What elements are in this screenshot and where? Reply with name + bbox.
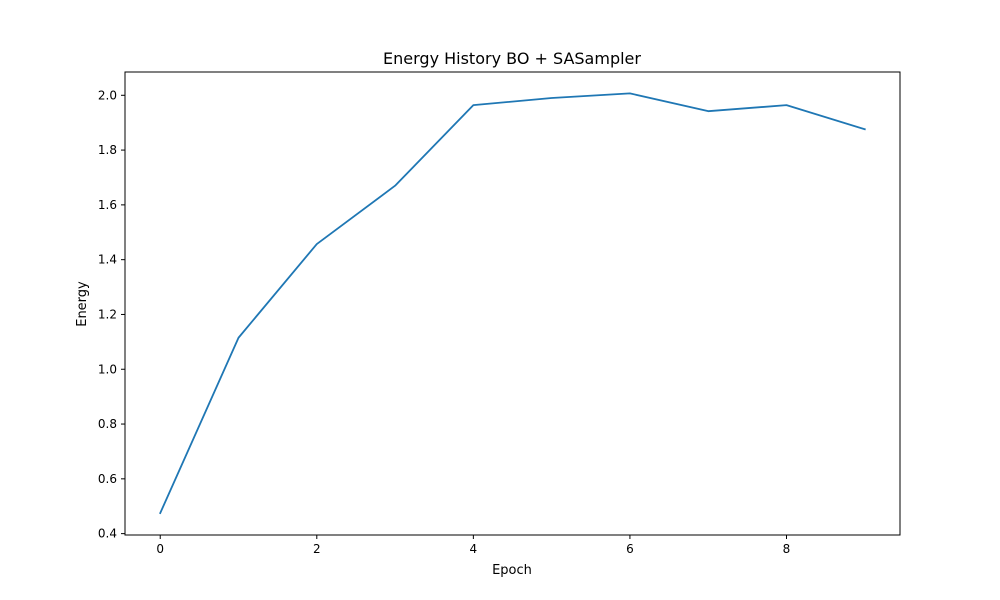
y-tick-label: 1.8 xyxy=(98,143,117,157)
y-tick-label: 2.0 xyxy=(98,88,117,102)
series-layer xyxy=(159,92,866,515)
x-tick-label: 4 xyxy=(470,542,478,556)
chart-title: Energy History BO + SASampler xyxy=(383,49,641,68)
y-tick-label: 0.4 xyxy=(98,527,117,541)
y-tick-label: 1.4 xyxy=(98,253,117,267)
x-tick-label: 0 xyxy=(156,542,164,556)
y-tick-label: 0.6 xyxy=(98,472,117,486)
y-tick-label: 1.2 xyxy=(98,307,117,321)
y-axis-ticks: 0.4 0.6 0.8 1.0 1.2 1.4 1.6 1.8 2.0 xyxy=(98,88,125,541)
x-tick-label: 8 xyxy=(783,542,791,556)
y-axis-label: Energy xyxy=(75,281,90,327)
x-axis-ticks: 0 2 4 6 8 xyxy=(156,535,790,556)
x-tick-label: 6 xyxy=(626,542,634,556)
x-tick-label: 2 xyxy=(313,542,321,556)
energy-series-line xyxy=(159,92,866,515)
y-tick-label: 0.8 xyxy=(98,417,117,431)
y-tick-label: 1.6 xyxy=(98,198,117,212)
x-axis-label: Epoch xyxy=(492,563,532,578)
y-tick-label: 1.0 xyxy=(98,362,117,376)
plot-area-frame xyxy=(124,71,901,536)
